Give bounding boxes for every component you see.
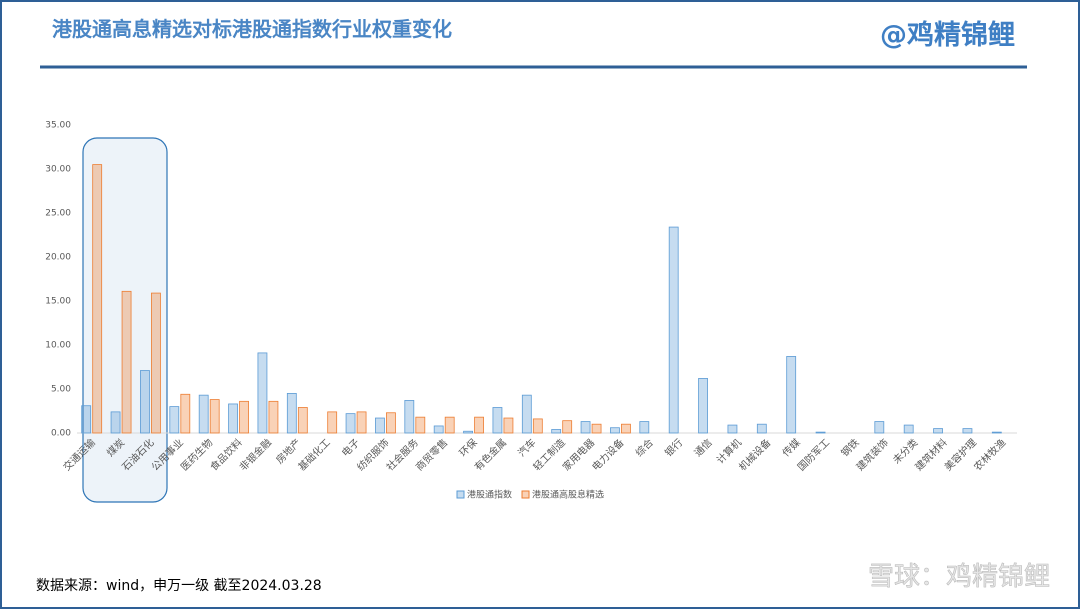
bar (591, 423, 602, 434)
bar (503, 417, 514, 434)
bar (169, 406, 180, 434)
y-tick-label: 10.00 (45, 341, 71, 351)
bar (786, 356, 797, 434)
bar (327, 411, 338, 434)
bar (268, 400, 279, 434)
watermark: 雪球：鸡精锦鲤 (868, 562, 1050, 592)
y-tick-label: 5.00 (51, 385, 71, 395)
bar (874, 421, 885, 434)
bar (239, 400, 249, 434)
bar (198, 394, 209, 434)
bar (297, 407, 308, 434)
y-tick-label: 0.00 (51, 429, 71, 439)
bar (474, 416, 484, 434)
bar (903, 424, 914, 434)
bar (386, 412, 396, 434)
bar (727, 424, 738, 434)
legend-swatch (456, 490, 465, 499)
bar (228, 403, 238, 434)
bar (962, 428, 973, 434)
legend-label: 港股通指数 (467, 489, 512, 501)
bar (492, 407, 503, 434)
bar (356, 411, 367, 434)
bar (92, 164, 103, 434)
bar (933, 428, 943, 434)
legend-label: 港股通高股息精选 (532, 489, 604, 501)
bar (433, 425, 444, 434)
highlight-box (82, 137, 168, 503)
legend-swatch (521, 490, 530, 499)
bar (81, 405, 92, 434)
bar (151, 292, 161, 434)
y-tick-label: 15.00 (45, 297, 71, 307)
y-tick-label: 35.00 (45, 121, 71, 131)
bar (532, 418, 543, 434)
bar (562, 420, 573, 434)
bar (180, 393, 191, 434)
bar (140, 370, 150, 434)
y-tick-label: 25.00 (45, 209, 71, 219)
bar (756, 423, 767, 434)
bar (444, 416, 455, 434)
bar (110, 411, 121, 434)
bar (257, 352, 268, 434)
bar (345, 413, 356, 434)
bar (551, 429, 562, 434)
title: 港股通高息精选对标港股通指数行业权重变化 (52, 17, 452, 41)
bar (621, 423, 631, 434)
bar (209, 399, 220, 434)
y-tick-label: 20.00 (45, 253, 71, 263)
bar (121, 290, 132, 434)
brand: @鸡精锦鲤 (880, 20, 1015, 51)
bar (521, 394, 532, 434)
y-tick-label: 30.00 (45, 165, 71, 175)
bar (463, 430, 473, 434)
bar (815, 431, 826, 434)
bar (286, 392, 297, 434)
bar (404, 400, 415, 434)
source-note: 数据来源：wind，申万一级 截至2024.03.28 (36, 578, 322, 594)
bar (668, 226, 679, 434)
bar (610, 427, 620, 434)
bar (991, 431, 1002, 434)
bar (698, 378, 708, 434)
bar (375, 417, 385, 434)
bar (639, 421, 650, 434)
bar (580, 421, 591, 434)
bar (415, 416, 426, 434)
